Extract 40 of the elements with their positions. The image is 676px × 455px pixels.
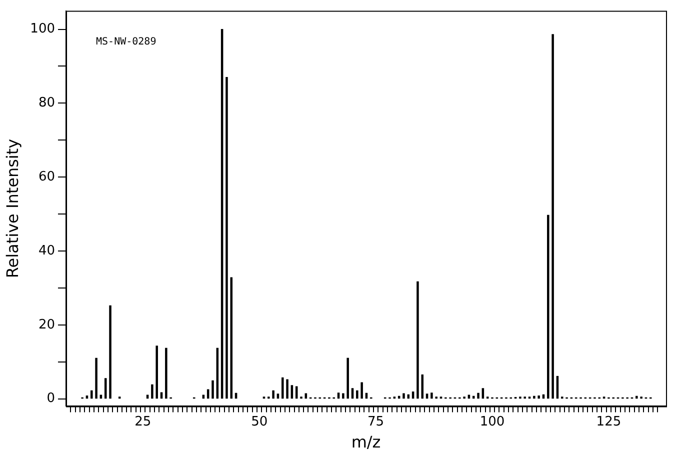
bar <box>165 348 168 399</box>
bar <box>160 392 163 399</box>
x-tick-label: 100 <box>480 414 505 430</box>
bar <box>360 382 363 399</box>
bar <box>342 393 344 399</box>
bar <box>286 379 288 399</box>
y-tick-label: 20 <box>38 317 56 332</box>
y-tick-label: 40 <box>38 243 56 258</box>
bar <box>272 390 274 399</box>
bar <box>636 396 638 399</box>
bar <box>212 380 214 399</box>
x-tick-label: 50 <box>251 414 268 430</box>
bar <box>402 393 405 399</box>
x-tick-label: 125 <box>596 414 622 430</box>
y-tick-label: 0 <box>46 391 56 406</box>
bar <box>156 346 158 399</box>
y-axis-title: Relative Intensity <box>2 138 22 278</box>
bar <box>552 34 554 399</box>
bar <box>226 76 228 399</box>
bar <box>356 390 358 399</box>
bar <box>547 214 550 399</box>
bar <box>421 374 424 399</box>
bar <box>430 392 433 399</box>
bar <box>151 384 154 399</box>
bar <box>90 390 93 399</box>
annotation: MS-NW-0289 <box>96 36 156 48</box>
bar <box>109 305 112 399</box>
x-tick-label: 25 <box>134 414 152 430</box>
bar <box>346 358 349 399</box>
x-axis-title: m/z <box>351 432 381 452</box>
y-tick-label: 100 <box>30 22 56 37</box>
bar <box>477 392 480 399</box>
bar <box>416 281 419 399</box>
bar <box>533 396 536 399</box>
bar <box>281 377 284 399</box>
y-tick-label: 80 <box>38 96 56 111</box>
x-tick-label: 75 <box>368 414 384 430</box>
bar <box>95 358 98 399</box>
y-tick-label: 60 <box>38 169 56 184</box>
bar <box>538 396 540 399</box>
